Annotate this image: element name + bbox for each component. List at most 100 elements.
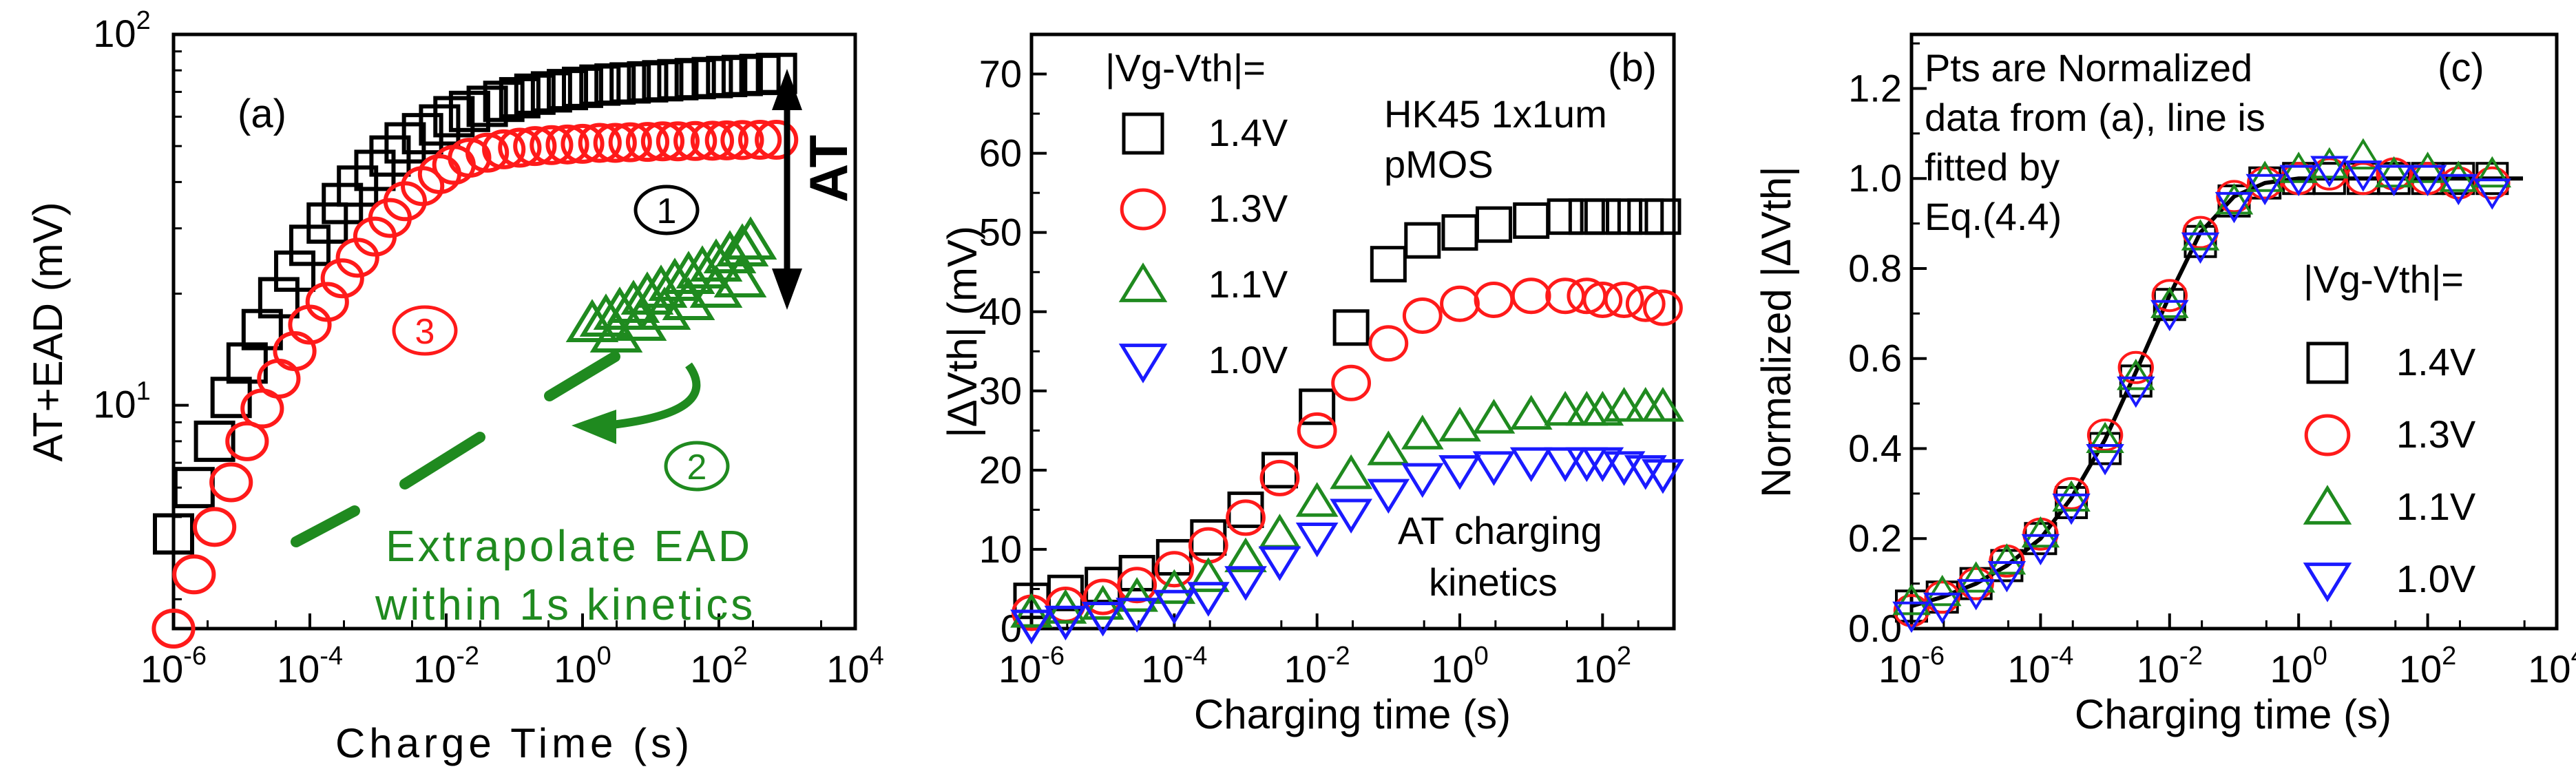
panel-a-point-circle: [625, 122, 670, 162]
panel-c-note-3: fitted by: [1925, 145, 2060, 189]
panel-a-xtick-label: 100: [554, 642, 611, 691]
panel-b-marks: [1010, 198, 1684, 645]
ead-triangles: [565, 216, 777, 353]
panel-a-point-circle: [193, 507, 237, 547]
panel-c-point-1.3V: [1893, 593, 1930, 627]
panel-c-legend-marker: [2303, 485, 2352, 525]
panel-b-ytick-label: 30: [979, 369, 1022, 412]
panel-b-point-1.1V: [1401, 414, 1444, 450]
panel-b-point-1.4V: [1190, 519, 1227, 556]
ead-triangle: [607, 280, 660, 323]
panel-b-point-1.3V: [1154, 551, 1195, 588]
panel-a-point-circle: [305, 282, 349, 322]
panel-b-point-1.3V: [1643, 289, 1683, 326]
panel-c-point-1.1V: [2214, 183, 2254, 215]
panel-b-legend: |Vg-Vth|= 1.4V 1.3V 1.1V 1.0V: [1105, 46, 1288, 383]
panel-a-frame: [171, 32, 857, 631]
panel-b-legend-marker: [1118, 344, 1168, 383]
panel-b-point-1.4V: [1047, 574, 1084, 611]
panel-c-point-1.1V: [2086, 421, 2124, 454]
panel-b-point-1.3V: [1625, 285, 1666, 322]
curved-arrow: [605, 362, 701, 430]
panel-c-tag: (c): [2438, 45, 2484, 90]
panel-b-ytick-label: 20: [979, 448, 1022, 492]
panel-b-point-1.4V: [1370, 246, 1407, 283]
panel-a-point-circle: [320, 258, 364, 299]
panel-b-xtick-label: 100: [1431, 642, 1488, 691]
panel-b-point-1.0V: [1224, 566, 1267, 601]
panel-a: (a) Charge Time (s) AT+EAD (mV) 10-6 10-4…: [25, 6, 884, 766]
panel-c-ytick-label: 0.4: [1848, 426, 1902, 470]
panel-b-point-1.3V: [1188, 527, 1228, 564]
panel-a-tag: (a): [238, 92, 286, 136]
panel-b-note-2: pMOS: [1384, 143, 1494, 186]
panel-b-point-1.0V: [1401, 463, 1444, 498]
panel-a-point-square: [433, 96, 475, 138]
circled-3-ring: [392, 305, 458, 356]
panel-a-point-square: [153, 513, 194, 555]
panel-c-point-1.1V: [2245, 160, 2284, 192]
panel-b-point-1.3V: [1511, 277, 1551, 315]
panel-b-point-1.1V: [1153, 569, 1196, 604]
panel-b-legend-label: 1.4V: [1208, 111, 1288, 154]
ead-triangle: [713, 254, 767, 297]
panel-c-ylabel: Normalized |ΔVth|: [1753, 166, 1799, 497]
panel-c-marks: [1892, 138, 2512, 633]
panel-a-point-square: [193, 420, 235, 462]
panel-b-point-1.0V: [1509, 447, 1553, 483]
panel-b-point-1.0V: [1295, 522, 1339, 558]
panel-c-point-1.3V: [2086, 418, 2124, 452]
panel-a-point-square: [483, 81, 525, 123]
panel-b-point-1.1V: [1295, 482, 1339, 517]
panel-c-point-1.1V: [2181, 219, 2220, 251]
panel-c-legend-label: 1.0V: [2396, 557, 2476, 600]
panel-b-legend-title: |Vg-Vth|=: [1105, 46, 1266, 90]
panel-b-point-1.4V: [1584, 198, 1621, 235]
panel-c-point-1.1V: [2150, 286, 2189, 318]
circled-3-label: 3: [415, 312, 435, 352]
panel-b-point-1.4V: [1299, 388, 1336, 425]
panel-c-legend-title: |Vg-Vth|=: [2303, 257, 2464, 301]
panel-b-ytick-label: 70: [979, 52, 1022, 96]
ead-label-line2: within 1s kinetics: [375, 580, 755, 629]
panel-c-point-1.3V: [2345, 162, 2382, 196]
circled-1-ring: [633, 185, 700, 235]
panel-b-legend-marker: [1122, 112, 1164, 155]
panel-c-point-1.0V: [2245, 174, 2284, 206]
panel-b-point-1.1V: [1116, 577, 1158, 612]
ead-extrapolation-dash-1: [291, 505, 360, 547]
panel-b-point-1.4V: [1513, 202, 1550, 239]
panel-c-point-1.0V: [2408, 165, 2447, 197]
panel-c-point-1.3V: [1924, 580, 1960, 614]
at-label: AT: [798, 135, 859, 202]
panel-c-fit: [1911, 176, 2524, 609]
panel-b-ytick-label: 40: [979, 290, 1022, 333]
panel-a-point-circle: [225, 421, 269, 461]
ead-triangle: [689, 238, 743, 282]
ead-triangle: [662, 251, 715, 294]
panel-a-point-circle: [578, 123, 622, 163]
panel-a-ylabel: AT+EAD (mV): [25, 202, 71, 461]
panel-c-point-1.0V: [1892, 601, 1931, 633]
panel-b-note-1: HK45 1x1um: [1384, 92, 1607, 136]
panel-b-point-1.3V: [1582, 281, 1623, 318]
panel-c-point-1.1V: [2279, 151, 2318, 183]
panel-b-point-1.4V: [1227, 491, 1264, 528]
ead-extrapolation-dash-2: [399, 432, 485, 490]
panel-c-point-1.0V: [2214, 191, 2254, 224]
panel-c-point-1.0V: [2439, 174, 2478, 206]
panel-c-legend-marker: [2303, 563, 2352, 602]
panel-a-point-circle: [448, 138, 492, 178]
panel-a-point-circle: [545, 124, 589, 165]
panel-b-point-1.4V: [1332, 309, 1370, 346]
panel-b-point-1.0V: [1330, 498, 1372, 534]
panel-b-point-1.1V: [1367, 430, 1410, 465]
ead-triangle: [614, 297, 667, 341]
panel-a-xtick-label: 104: [826, 642, 883, 691]
ead-triangle: [724, 216, 777, 260]
panel-b-point-1.3V: [1259, 459, 1300, 496]
at-arrow-head-top: [772, 69, 802, 110]
panel-c-legend-label: 1.3V: [2396, 412, 2476, 456]
panel-c-point-1.1V: [1987, 543, 2027, 575]
panel-a-point-circle: [465, 132, 510, 173]
